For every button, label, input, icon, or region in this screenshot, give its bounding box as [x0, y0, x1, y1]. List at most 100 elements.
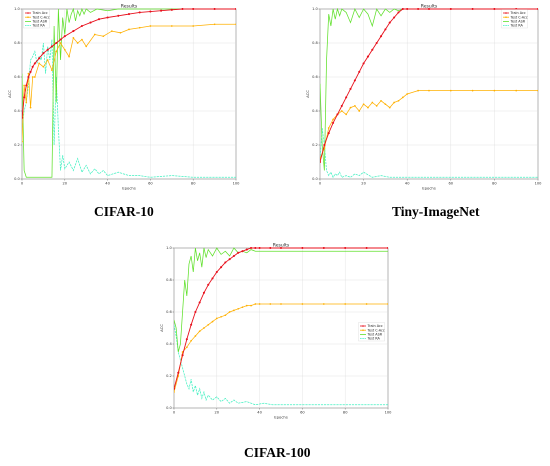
cifar10-test-cacc-point — [46, 59, 49, 61]
cifar100-x-tick-label: 80 — [343, 411, 348, 415]
cifar10-x-axis-label: Epochs — [122, 186, 136, 191]
tiny-imagenet-legend-label-test-ra: Test RA — [510, 24, 524, 28]
tiny-imagenet-test-cacc-point — [375, 105, 378, 107]
cifar10-train-acc-point — [160, 9, 163, 12]
cifar10-series-train-acc — [22, 8, 236, 119]
cifar10-x-tick-label: 0 — [21, 182, 24, 186]
tiny-imagenet-legend-label-test-cacc: Test C-Acc — [510, 15, 528, 19]
tiny-imagenet-test-cacc-point — [388, 106, 391, 109]
cifar100-train-acc-point — [241, 250, 244, 253]
cifar100-train-acc-point — [202, 291, 206, 294]
cifar100-x-tick-label: 0 — [173, 411, 176, 415]
cifar10-y-tick-label: 0.2 — [14, 143, 20, 147]
tiny-imagenet-train-acc-point — [340, 104, 343, 107]
tiny-imagenet-train-acc-point — [366, 55, 370, 58]
cifar10-test-cacc-point — [119, 31, 122, 34]
cifar100-chart-title: Results — [273, 242, 290, 248]
cifar100-test-cacc-point — [185, 346, 188, 349]
cifar10-train-acc-point — [27, 75, 30, 79]
cifar10-train-acc-point — [50, 45, 54, 48]
cifar10-test-cacc-point — [235, 23, 236, 26]
cifar10-test-cacc-point — [192, 25, 195, 27]
tiny-imagenet-x-tick-label: 60 — [449, 182, 454, 186]
tiny-imagenet-test-cacc-point — [493, 89, 496, 92]
cifar100-test-cacc-point — [203, 327, 205, 329]
cifar100-train-acc-line — [174, 247, 388, 389]
chart-panel-cifar100: 0 20 40 60 80 100 0.0 0.2 0.4 0.6 0.8 1.0 Results Epo… — [158, 238, 395, 428]
chart-cifar100: 0 20 40 60 80 100 0.0 0.2 0.4 0.6 0.8 1.0 Results Epo… — [159, 242, 392, 419]
cifar10-test-cacc-point — [170, 25, 173, 27]
cifar100-x-tick-label: 40 — [257, 411, 262, 415]
tiny-imagenet-plot-area — [319, 8, 539, 180]
cifar100-series-test-cacc — [174, 303, 388, 393]
cifar10-test-cacc-line — [22, 23, 236, 142]
caption-cifar100: CIFAR-100 — [244, 445, 311, 460]
tiny-imagenet-train-acc-point — [406, 8, 409, 11]
cifar100-test-cacc-point — [220, 315, 222, 318]
cifar100-test-cacc-point — [258, 303, 261, 305]
tiny-imagenet-x-tick-label: 40 — [405, 182, 410, 186]
cifar10-train-acc-point — [127, 13, 131, 16]
cifar100-series-train-acc — [174, 247, 388, 390]
cifar100-train-acc-point — [181, 354, 184, 357]
cifar100-train-acc-point — [249, 247, 253, 250]
cifar100-test-cacc-point — [280, 303, 282, 305]
cifar100-test-cacc-point — [245, 304, 248, 307]
cifar100-test-cacc-point — [322, 303, 325, 305]
cifar10-test-cacc-point — [31, 76, 34, 78]
cifar10-test-cacc-point — [111, 30, 113, 32]
cifar10-train-acc-point — [59, 38, 62, 41]
cifar10-train-acc-point — [38, 57, 41, 60]
cifar10-train-acc-point — [42, 52, 45, 55]
tiny-imagenet-test-cacc-point — [327, 127, 330, 129]
cifar100-train-acc-point — [237, 251, 240, 254]
cifar100-train-acc-point — [232, 254, 235, 258]
cifar10-train-acc-point — [192, 8, 195, 11]
cifar10-test-cacc-point — [59, 42, 62, 44]
cifar10-y-tick-label: 0.6 — [14, 75, 20, 79]
cifar100-test-cacc-point — [269, 303, 272, 305]
cifar10-y-tick-label: 0.4 — [14, 109, 20, 113]
cifar10-train-acc-point — [117, 14, 120, 17]
cifar100-y-tick-label: 1.0 — [166, 246, 172, 250]
cifar100-train-acc-point — [258, 247, 261, 250]
tiny-imagenet-test-cacc-point — [406, 93, 409, 95]
tiny-imagenet-train-acc-point — [401, 8, 404, 11]
cifar10-test-cacc-point — [22, 140, 23, 143]
cifar100-y-axis-label: ACC — [159, 324, 164, 332]
tiny-imagenet-y-tick-label: 0.6 — [312, 75, 318, 79]
cifar10-test-cacc-point — [29, 106, 32, 109]
tiny-imagenet-legend-label-train-acc: Train Acc — [510, 11, 526, 15]
tiny-imagenet-test-cacc-point — [371, 101, 374, 104]
cifar10-test-cacc-point — [42, 65, 45, 68]
cifar100-legend-box — [358, 322, 385, 342]
cifar10-series-test-ra — [22, 39, 236, 178]
caption-tiny-imagenet: Tiny-ImageNet — [392, 204, 480, 219]
tiny-imagenet-test-cacc-point — [384, 103, 387, 106]
cifar10-test-cacc-point — [76, 42, 79, 44]
cifar100-test-cacc-point — [241, 306, 244, 309]
cifar100-test-cacc-point — [190, 339, 192, 342]
tiny-imagenet-train-acc-point — [362, 62, 365, 65]
tiny-imagenet-test-cacc-point — [367, 106, 369, 109]
cifar10-legend-label-test-ra: Test RA — [32, 24, 46, 28]
cifar100-train-acc-point — [269, 247, 272, 250]
cifar100-legend-marker-test-cacc — [362, 329, 364, 331]
cifar10-y-tick-label: 0.8 — [14, 41, 20, 45]
cifar100-test-cacc-point — [237, 307, 240, 310]
cifar100-train-acc-point — [254, 247, 257, 250]
cifar100-plot-area — [173, 247, 389, 409]
cifar100-x-tick-label: 60 — [300, 411, 305, 415]
cifar100-x-tick-label: 20 — [215, 411, 220, 415]
tiny-imagenet-train-acc-point — [349, 87, 352, 90]
cifar10-test-cacc-point — [93, 33, 96, 36]
tiny-imagenet-legend-label-test-asr: Test ASR — [510, 20, 526, 24]
tiny-imagenet-test-cacc-point — [417, 89, 419, 92]
tiny-imagenet-test-cacc-point — [345, 113, 348, 116]
cifar10-test-cacc-point — [85, 45, 88, 48]
tiny-imagenet-legend-marker-test-cacc — [505, 16, 507, 18]
tiny-imagenet-test-cacc-point — [401, 96, 404, 99]
cifar10-train-acc-point — [181, 8, 184, 11]
cifar100-legend-label-test-asr: Test ASR — [367, 333, 383, 337]
tiny-imagenet-test-cacc-point — [354, 105, 356, 107]
